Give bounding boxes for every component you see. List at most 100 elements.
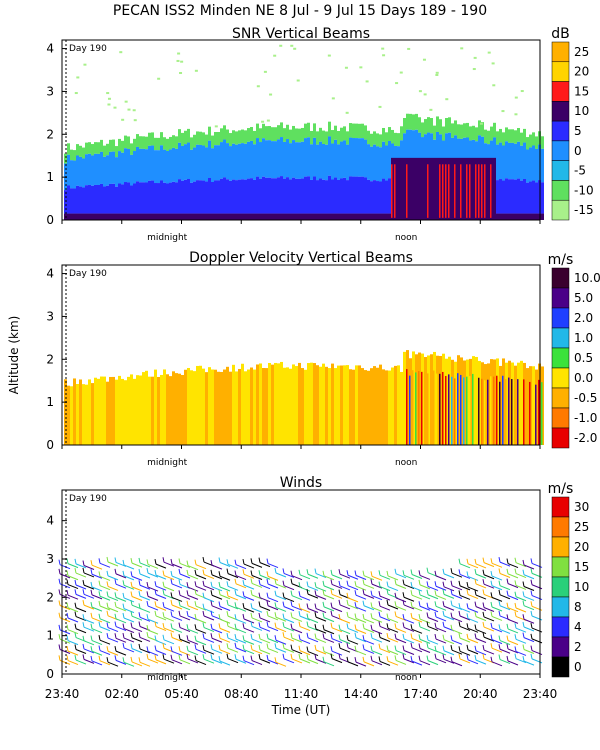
snr-band xyxy=(322,179,325,214)
colorbar-swatch xyxy=(551,636,570,658)
wind-barb xyxy=(90,589,93,595)
wind-barb xyxy=(186,653,189,660)
snr-band xyxy=(286,213,289,220)
wind-barb xyxy=(322,570,325,576)
wind-barb xyxy=(307,659,319,665)
snr-band xyxy=(286,124,289,140)
snr-band xyxy=(214,180,217,214)
snr-band xyxy=(421,157,424,218)
snr-band xyxy=(412,114,415,131)
wind-barb xyxy=(274,643,277,649)
wind-barb xyxy=(187,650,199,656)
doppler-band xyxy=(112,376,115,445)
snr-band xyxy=(415,157,418,218)
wind-barb xyxy=(99,639,111,645)
snr-band xyxy=(133,119,137,122)
snr-band xyxy=(454,135,457,176)
doppler-band xyxy=(463,377,465,445)
colorbar-label: 4 xyxy=(574,620,582,634)
snr-band xyxy=(223,125,226,140)
colorbar-swatch xyxy=(551,536,570,558)
doppler-band xyxy=(121,378,124,445)
snr-band xyxy=(274,213,277,220)
wind-barb xyxy=(475,583,487,589)
wind-barb xyxy=(114,621,117,627)
doppler-band xyxy=(217,371,220,445)
wind-barb xyxy=(146,632,149,638)
snr-band xyxy=(385,132,388,146)
wind-barb xyxy=(371,629,383,635)
snr-band xyxy=(179,72,183,75)
wind-barb xyxy=(275,583,287,589)
snr-band xyxy=(514,143,517,180)
wind-barb xyxy=(330,589,333,595)
wind-barb xyxy=(131,615,143,621)
wind-barb xyxy=(458,610,461,617)
snr-band xyxy=(241,129,244,144)
wind-barb xyxy=(506,635,509,641)
snr-band xyxy=(355,176,358,214)
snr-band xyxy=(266,119,270,122)
snr-band xyxy=(265,177,268,214)
wind-barb xyxy=(378,591,381,597)
snr-band xyxy=(487,51,491,54)
wind-barb xyxy=(67,594,79,600)
snr-band xyxy=(325,144,328,181)
snr-band xyxy=(82,213,85,220)
wind-barb xyxy=(306,621,309,627)
wind-barb xyxy=(146,614,149,620)
snr-band xyxy=(82,158,85,188)
wind-barb xyxy=(354,581,357,587)
wind-barb xyxy=(210,581,213,587)
wind-barb xyxy=(107,607,119,613)
snr-band xyxy=(346,213,349,220)
doppler-band xyxy=(541,382,543,445)
snr-band xyxy=(301,141,304,179)
wind-barb xyxy=(194,635,197,641)
wind-barb xyxy=(467,607,479,613)
wind-barb xyxy=(355,606,367,612)
wind-barb xyxy=(355,575,367,580)
colorbar-label: 20 xyxy=(574,540,589,554)
snr-band xyxy=(508,213,511,220)
snr-band xyxy=(379,181,382,214)
snr-band xyxy=(85,154,88,186)
wind-barb xyxy=(67,629,79,635)
wind-barb xyxy=(218,623,221,629)
wind-barb xyxy=(75,593,87,599)
wind-barb xyxy=(370,645,373,651)
snr-band xyxy=(148,132,151,146)
snr-band xyxy=(517,141,520,179)
snr-band xyxy=(130,213,133,220)
snr-band xyxy=(109,183,112,214)
wind-barb xyxy=(243,573,255,579)
wind-barb xyxy=(251,582,263,588)
snr-band xyxy=(373,131,376,145)
wind-barb xyxy=(386,570,389,577)
wind-barb xyxy=(418,601,421,607)
snr-band xyxy=(79,213,82,220)
snr-band xyxy=(115,213,118,220)
wind-barb xyxy=(170,611,173,617)
snr-band xyxy=(79,145,82,157)
colorbar-swatch xyxy=(551,656,570,678)
snr-band xyxy=(293,47,297,50)
doppler-band xyxy=(70,386,73,445)
wind-barb xyxy=(258,612,261,619)
snr-band xyxy=(535,148,538,183)
snr-band xyxy=(355,138,358,177)
snr-band xyxy=(94,142,97,154)
colorbar-swatch xyxy=(551,160,570,181)
snr-band xyxy=(106,155,109,186)
snr-band xyxy=(205,181,208,214)
wind-barb xyxy=(466,633,469,639)
colorbar-label: -0.5 xyxy=(574,391,597,405)
snr-band xyxy=(337,144,340,180)
wind-barb xyxy=(370,633,373,639)
snr-band xyxy=(232,179,235,214)
wind-barb xyxy=(459,563,471,569)
doppler-band xyxy=(313,363,316,445)
wind-barb xyxy=(394,645,397,651)
snr-band xyxy=(256,85,260,88)
snr-band xyxy=(295,142,298,179)
